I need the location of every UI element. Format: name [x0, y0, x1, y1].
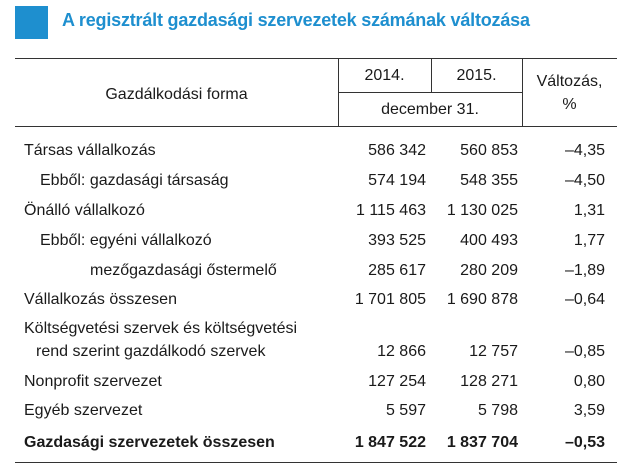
row-value-2014: 1 701 805 — [354, 291, 426, 308]
row-change: –0,64 — [564, 291, 605, 308]
row-value-2015: 128 271 — [460, 373, 518, 390]
total-change: –0,53 — [564, 434, 605, 451]
row-label: Ebből: gazdasági társaság — [40, 172, 229, 189]
row-value-2015: 560 853 — [460, 142, 518, 159]
table-top-rule — [15, 58, 617, 59]
row-value-2014: 1 115 463 — [356, 202, 426, 219]
row-label: Ebből: egyéni vállalkozó — [40, 232, 212, 249]
header-year-2014: 2014. — [364, 67, 405, 84]
row-label: Vállalkozás összesen — [24, 291, 177, 308]
row-change: 1,77 — [573, 232, 605, 249]
table-bottom-rule — [15, 462, 617, 463]
header-bottom-rule — [15, 126, 617, 127]
row-label: mezőgazdasági őstermelő — [90, 262, 277, 279]
row-value-2015: 280 209 — [460, 262, 518, 279]
row-value-2014: 12 866 — [377, 343, 426, 360]
total-value-2014: 1 847 522 — [354, 434, 426, 451]
header-change-line1: Változás, — [536, 73, 603, 90]
row-change: 0,80 — [573, 373, 605, 390]
row-label: Költségvetési szervek és költségvetési — [24, 320, 298, 337]
row-value-2015: 548 355 — [460, 172, 518, 189]
row-value-2015: 400 493 — [460, 232, 518, 249]
row-change: –1,89 — [564, 262, 605, 279]
row-label: Nonprofit szervezet — [24, 373, 162, 390]
header-date: december 31. — [381, 101, 479, 118]
header-change-line2: % — [562, 96, 577, 113]
total-row-label: Gazdasági szervezetek összesen — [24, 434, 275, 451]
row-change: –4,35 — [564, 142, 605, 159]
header-divider-3 — [522, 58, 523, 126]
row-value-2015: 1 690 878 — [446, 291, 518, 308]
row-value-2014: 574 194 — [368, 172, 426, 189]
row-value-2014: 393 525 — [368, 232, 426, 249]
total-value-2015: 1 837 704 — [446, 434, 518, 451]
row-label: Egyéb szervezet — [24, 402, 143, 419]
row-change: –4,50 — [564, 172, 605, 189]
row-change: 1,31 — [573, 202, 605, 219]
row-value-2015: 1 130 025 — [446, 202, 518, 219]
row-value-2015: 5 798 — [477, 402, 518, 419]
date-divider — [338, 92, 522, 93]
row-label: Önálló vállalkozó — [24, 202, 145, 219]
header-form-label: Gazdálkodási forma — [105, 86, 248, 103]
page-title: A regisztrált gazdasági szervezetek szám… — [62, 10, 530, 30]
row-value-2014: 5 597 — [385, 402, 426, 419]
row-value-2014: 285 617 — [368, 262, 426, 279]
title-square-icon — [15, 6, 48, 39]
row-change: 3,59 — [573, 402, 605, 419]
row-label-continued: rend szerint gazdálkodó szervek — [36, 343, 266, 360]
row-change: –0,85 — [564, 343, 605, 360]
row-value-2015: 12 757 — [469, 343, 518, 360]
header-year-2015: 2015. — [456, 67, 497, 84]
row-value-2014: 127 254 — [368, 373, 426, 390]
row-label: Társas vállalkozás — [24, 142, 156, 159]
row-value-2014: 586 342 — [368, 142, 426, 159]
header-divider-2 — [431, 58, 432, 92]
